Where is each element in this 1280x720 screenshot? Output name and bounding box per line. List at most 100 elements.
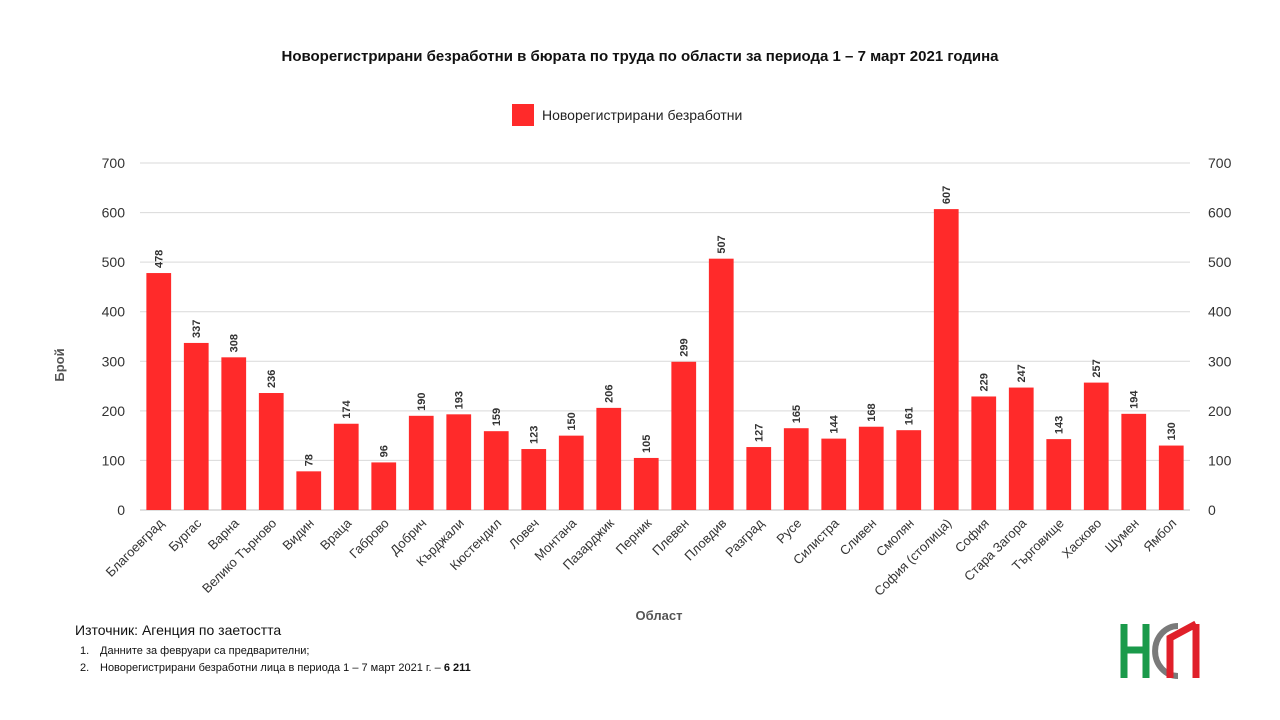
- data-label: 161: [904, 407, 916, 425]
- chart-title: Новорегистрирани безработни в бюрата по …: [281, 48, 999, 65]
- data-label: 308: [229, 334, 241, 352]
- data-label: 194: [1129, 390, 1141, 409]
- category-label: Перник: [613, 515, 655, 557]
- category-label: Шумен: [1102, 516, 1142, 556]
- bar: [446, 414, 472, 510]
- category-label: Благоевград: [103, 515, 168, 580]
- data-label: 507: [716, 235, 728, 253]
- data-label: 299: [679, 338, 691, 356]
- footnote-text: Новорегистрирани безработни лица в перио…: [100, 662, 444, 674]
- bar: [671, 361, 697, 510]
- y-tick-label: 100: [1208, 452, 1232, 468]
- category-label: Ловеч: [506, 516, 542, 552]
- bar: [1158, 445, 1184, 510]
- nsi-logo-icon: [1120, 620, 1200, 679]
- category-label: Разград: [722, 515, 767, 560]
- y-tick-label: 700: [102, 155, 126, 171]
- legend-swatch: [512, 104, 534, 126]
- y-tick-label: 100: [102, 452, 126, 468]
- footnote-1: 1. Данните за февруари са предварителни;: [80, 645, 471, 657]
- y-tick-label: 400: [1208, 304, 1232, 320]
- data-label: 123: [529, 426, 541, 444]
- y-axis-title: Брой: [52, 348, 67, 381]
- data-label: 150: [566, 412, 578, 430]
- bar: [521, 449, 547, 510]
- bar: [333, 423, 359, 510]
- data-label: 190: [416, 392, 428, 410]
- category-label: Ямбол: [1140, 516, 1179, 555]
- data-label: 165: [791, 405, 803, 423]
- bar: [971, 396, 997, 510]
- legend: Новорегистрирани безработни: [512, 104, 742, 126]
- y-axis-right: 0 100 200 300 400 500 600 700: [1208, 155, 1232, 518]
- bar: [708, 258, 734, 510]
- y-tick-label: 0: [1208, 502, 1216, 518]
- bar: [296, 471, 322, 510]
- bar: [596, 407, 622, 510]
- bar: [1046, 439, 1072, 510]
- category-label: Сливен: [837, 516, 880, 559]
- bar: [821, 438, 847, 510]
- data-label: 127: [754, 424, 766, 442]
- y-tick-label: 0: [117, 502, 125, 518]
- y-tick-label: 400: [102, 304, 126, 320]
- data-label: 607: [941, 186, 953, 204]
- bar: [183, 342, 209, 510]
- y-tick-label: 600: [102, 205, 126, 221]
- bar: [1083, 382, 1109, 510]
- y-tick-label: 200: [1208, 403, 1232, 419]
- y-tick-label: 500: [1208, 254, 1232, 270]
- data-label: 159: [491, 408, 503, 426]
- data-label: 257: [1091, 359, 1103, 377]
- data-label: 174: [341, 400, 353, 419]
- data-label: 168: [866, 403, 878, 421]
- category-label: Хасково: [1059, 516, 1105, 562]
- data-label: 144: [829, 414, 841, 433]
- bar: [1008, 387, 1034, 510]
- data-label: 193: [454, 391, 466, 409]
- source-note: Източник: Агенция по заетостта: [75, 622, 282, 638]
- category-label: Пловдив: [681, 515, 729, 563]
- data-label: 78: [304, 454, 316, 466]
- bars: [146, 209, 1184, 510]
- data-label: 206: [604, 385, 616, 403]
- footnote-text: Данните за февруари са предварителни;: [100, 645, 310, 657]
- data-label: 130: [1166, 422, 1178, 440]
- category-label: Русе: [773, 516, 804, 547]
- data-labels: 478 337 308 236 78 174 96 190 193 159 123 150 206 105…: [154, 186, 1179, 467]
- y-tick-label: 700: [1208, 155, 1232, 171]
- bar: [258, 393, 284, 510]
- gridlines: [140, 162, 1190, 511]
- data-label: 96: [379, 445, 391, 457]
- bar: [933, 209, 959, 510]
- data-label: 247: [1016, 364, 1028, 382]
- bar: [783, 428, 809, 510]
- bar: [896, 430, 922, 510]
- category-label: Видин: [279, 516, 316, 553]
- footnote-number: 1.: [80, 645, 90, 657]
- bar: [558, 435, 584, 510]
- legend-label: Новорегистрирани безработни: [542, 107, 742, 123]
- bar: [408, 415, 434, 510]
- bar: [746, 447, 772, 510]
- footnote-number: 2.: [80, 662, 90, 674]
- y-tick-label: 200: [102, 403, 126, 419]
- bar: [1121, 413, 1147, 510]
- y-tick-label: 300: [102, 353, 126, 369]
- y-axis-left: 0 100 200 300 400 500 600 700: [102, 155, 126, 518]
- footnote-total: 6 211: [443, 662, 471, 674]
- data-label: 229: [979, 373, 991, 391]
- footnote-2: 2. Новорегистрирани безработни лица в пер…: [80, 662, 471, 674]
- y-tick-label: 300: [1208, 353, 1232, 369]
- y-tick-label: 600: [1208, 205, 1232, 221]
- category-label: Бургас: [165, 515, 204, 554]
- data-label: 337: [191, 320, 203, 338]
- footnotes: 1. Данните за февруари са предварителни; …: [80, 645, 471, 679]
- category-label: Габрово: [346, 516, 392, 562]
- bar: [221, 357, 247, 510]
- bar: [371, 462, 397, 510]
- data-label: 236: [266, 370, 278, 388]
- bar: [858, 426, 884, 510]
